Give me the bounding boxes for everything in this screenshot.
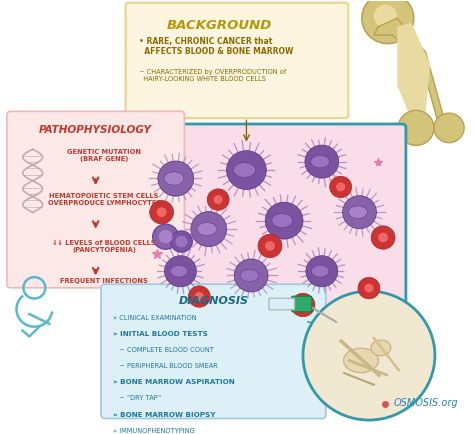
Text: PATHOPHYSIOLOGY: PATHOPHYSIOLOGY [39, 125, 152, 135]
FancyBboxPatch shape [101, 284, 326, 418]
Circle shape [227, 151, 266, 190]
Circle shape [365, 284, 374, 293]
Ellipse shape [170, 266, 188, 277]
Circle shape [330, 176, 352, 197]
Circle shape [343, 196, 376, 229]
Circle shape [358, 277, 380, 299]
Circle shape [291, 293, 315, 317]
Circle shape [159, 230, 173, 243]
Circle shape [175, 236, 187, 247]
Circle shape [303, 291, 435, 420]
Polygon shape [374, 18, 444, 128]
Text: BACKGROUND: BACKGROUND [167, 19, 272, 32]
Circle shape [156, 207, 167, 217]
Circle shape [195, 292, 204, 301]
Circle shape [188, 286, 210, 307]
Ellipse shape [311, 155, 329, 168]
Circle shape [305, 145, 339, 178]
FancyBboxPatch shape [126, 3, 348, 118]
Text: ~ CHARACTERIZED by OVERPRODUCTION of
  HAIRY-LOOKING WHITE BLOOD CELLS: ~ CHARACTERIZED by OVERPRODUCTION of HAI… [138, 69, 286, 82]
Text: ⇓⇓ LEVELS of BLOOD CELLS
(PANCYTOPENIA): ⇓⇓ LEVELS of BLOOD CELLS (PANCYTOPENIA) [52, 240, 156, 253]
FancyBboxPatch shape [269, 298, 295, 310]
Circle shape [234, 259, 268, 292]
Circle shape [336, 182, 345, 191]
Circle shape [171, 231, 192, 252]
Text: HEMATOPOIETIC STEM CELLS
OVERPRODUCE LYMPHOCYTES: HEMATOPOIETIC STEM CELLS OVERPRODUCE LYM… [47, 193, 161, 206]
Text: GENETIC MUTATION
(BRAF GENE): GENETIC MUTATION (BRAF GENE) [67, 149, 141, 162]
Circle shape [398, 110, 434, 145]
Text: » BONE MARROW BIOPSY: » BONE MARROW BIOPSY [113, 411, 216, 418]
Circle shape [374, 5, 397, 28]
Text: ~ COMPLETE BLOOD COUNT: ~ COMPLETE BLOOD COUNT [113, 347, 214, 353]
Text: » IMMUNOPHENOTYPING: » IMMUNOPHENOTYPING [113, 427, 195, 434]
Circle shape [298, 300, 308, 310]
Text: » BONE MARROW ASPIRATION: » BONE MARROW ASPIRATION [113, 379, 235, 385]
Text: DIAGNOSIS: DIAGNOSIS [178, 296, 248, 306]
Circle shape [371, 226, 395, 249]
Ellipse shape [164, 172, 184, 185]
Text: ~ PERIPHERAL BLOOD SMEAR: ~ PERIPHERAL BLOOD SMEAR [113, 363, 218, 369]
Polygon shape [397, 23, 430, 119]
Circle shape [191, 212, 227, 247]
Circle shape [150, 201, 173, 224]
FancyBboxPatch shape [7, 112, 184, 288]
Circle shape [265, 202, 303, 239]
Circle shape [265, 241, 275, 251]
Ellipse shape [348, 206, 367, 218]
FancyBboxPatch shape [292, 296, 312, 312]
Circle shape [214, 195, 223, 204]
Ellipse shape [272, 214, 292, 227]
Ellipse shape [311, 266, 329, 277]
Text: » INITIAL BLOOD TESTS: » INITIAL BLOOD TESTS [113, 331, 208, 337]
Text: OSMOSIS.org: OSMOSIS.org [394, 398, 458, 408]
Circle shape [378, 233, 388, 243]
Text: ~ “DRY TAP”: ~ “DRY TAP” [113, 395, 161, 401]
Ellipse shape [344, 349, 378, 373]
Text: FREQUENT INFECTIONS: FREQUENT INFECTIONS [60, 279, 148, 284]
Circle shape [207, 189, 229, 210]
Circle shape [258, 234, 282, 258]
Ellipse shape [234, 163, 255, 178]
FancyBboxPatch shape [139, 124, 406, 317]
Circle shape [161, 167, 191, 196]
Circle shape [434, 113, 464, 143]
Ellipse shape [371, 340, 391, 355]
Circle shape [306, 256, 338, 287]
Circle shape [158, 161, 194, 196]
Text: » CLINICAL EXAMINATION: » CLINICAL EXAMINATION [113, 316, 197, 321]
Circle shape [362, 0, 414, 43]
Ellipse shape [240, 269, 259, 282]
Ellipse shape [197, 223, 217, 236]
Circle shape [164, 256, 196, 287]
Text: • RARE, CHRONIC CANCER that
  AFFECTS BLOOD & BONE MARROW: • RARE, CHRONIC CANCER that AFFECTS BLOO… [138, 37, 293, 56]
Circle shape [153, 224, 179, 249]
